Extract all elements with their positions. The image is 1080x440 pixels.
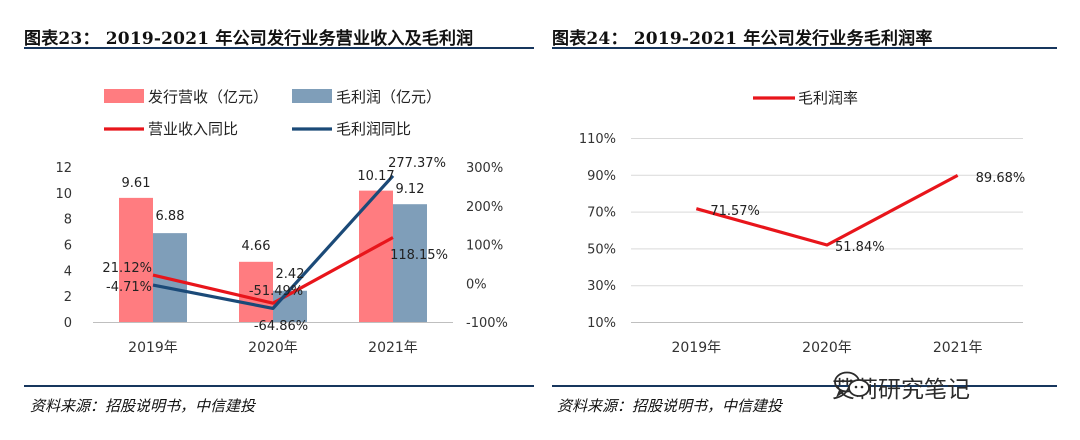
bar-data-label: 9.61 <box>122 176 151 191</box>
title-rule-right <box>552 47 1057 49</box>
legend-swatch-profit <box>292 89 332 103</box>
line-data-label: -51.49% <box>249 284 303 299</box>
bar-profit <box>393 204 427 322</box>
legend-swatch-revenue <box>104 89 144 103</box>
bar-data-label: 9.12 <box>396 182 425 197</box>
chart-title-left: 图表23： 2019-2021 年公司发行业务营业收入及毛利润 <box>24 29 474 49</box>
line-data-label: 21.12% <box>102 261 152 276</box>
wechat-icon <box>834 371 870 398</box>
line-data-label: -64.86% <box>254 319 308 334</box>
legend-label: 毛利润同比 <box>336 120 411 138</box>
y-right-tick-label: 0% <box>466 277 487 292</box>
y-tick-label: 70% <box>587 206 616 221</box>
revenue-profit-combo-chart: 0 2 4 6 8 10 12 -100% 0% 100% 200% 300% 2019年 2020年 20… <box>55 88 508 356</box>
y-left-tick-label: 2 <box>64 290 72 305</box>
chart-title-right: 图表24： 2019-2021 年公司发行业务毛利润率 <box>552 29 933 49</box>
line-revenue-yoy <box>152 236 394 305</box>
line-data-label: -4.71% <box>106 280 152 295</box>
line-data-label: 118.15% <box>390 248 448 263</box>
legend-label: 毛利润（亿元） <box>336 88 441 106</box>
y-right-tick-label: 200% <box>466 200 503 215</box>
x-tick-label: 2021年 <box>368 340 418 356</box>
x-tick-label: 2020年 <box>248 340 298 356</box>
y-right-tick-label: 100% <box>466 239 503 254</box>
y-left-tick-label: 4 <box>64 264 72 279</box>
x-tick-label: 2019年 <box>128 340 178 356</box>
y-tick-label: 50% <box>587 242 616 257</box>
footer-rule-left <box>24 385 534 387</box>
line-data-label: 51.84% <box>835 240 885 255</box>
y-left-tick-label: 0 <box>64 316 72 331</box>
y-left-tick-label: 6 <box>64 239 72 254</box>
watermark: 艾莉研究笔记 <box>832 370 970 404</box>
line-gross-margin <box>695 173 959 247</box>
bar-data-label: 10.17 <box>357 169 394 184</box>
bar-data-label: 4.66 <box>242 239 271 254</box>
bar-revenue <box>239 261 273 322</box>
bar-data-label: 6.88 <box>156 209 185 224</box>
x-tick-label: 2021年 <box>933 340 983 356</box>
line-data-label: 89.68% <box>976 171 1026 186</box>
y-left-tick-label: 12 <box>55 161 72 176</box>
line-data-label: 71.57% <box>710 204 760 219</box>
y-right-tick-label: 300% <box>466 161 503 176</box>
x-tick-label: 2019年 <box>672 340 722 356</box>
legend-label: 发行营收（亿元） <box>148 88 268 106</box>
bar-data-label: 2.42 <box>276 267 305 282</box>
gross-margin-line-chart: 10% 30% 50% 70% 90% 110% 2019年 2020年 2021年 71.57%… <box>579 89 1026 356</box>
legend-label: 毛利润率 <box>798 89 858 107</box>
x-tick-label: 2020年 <box>802 340 852 356</box>
title-rule-left <box>24 47 534 49</box>
bar-profit <box>273 290 307 322</box>
y-left-tick-label: 10 <box>55 187 72 202</box>
y-left-tick-label: 8 <box>64 213 72 228</box>
y-tick-label: 10% <box>587 316 616 331</box>
line-profit-yoy <box>152 174 395 310</box>
y-tick-label: 90% <box>587 169 616 184</box>
legend-label: 营业收入同比 <box>148 120 238 138</box>
footer-rule-right <box>552 385 1057 387</box>
y-right-tick-label: -100% <box>466 316 508 331</box>
bar-revenue <box>119 197 153 322</box>
line-data-label: 277.37% <box>388 156 446 171</box>
bar-revenue <box>359 190 393 322</box>
source-note-right: 资料来源：招股说明书，中信建投 <box>557 397 783 415</box>
y-tick-label: 110% <box>579 132 616 147</box>
source-note-left: 资料来源：招股说明书，中信建投 <box>30 397 256 415</box>
y-tick-label: 30% <box>587 279 616 294</box>
